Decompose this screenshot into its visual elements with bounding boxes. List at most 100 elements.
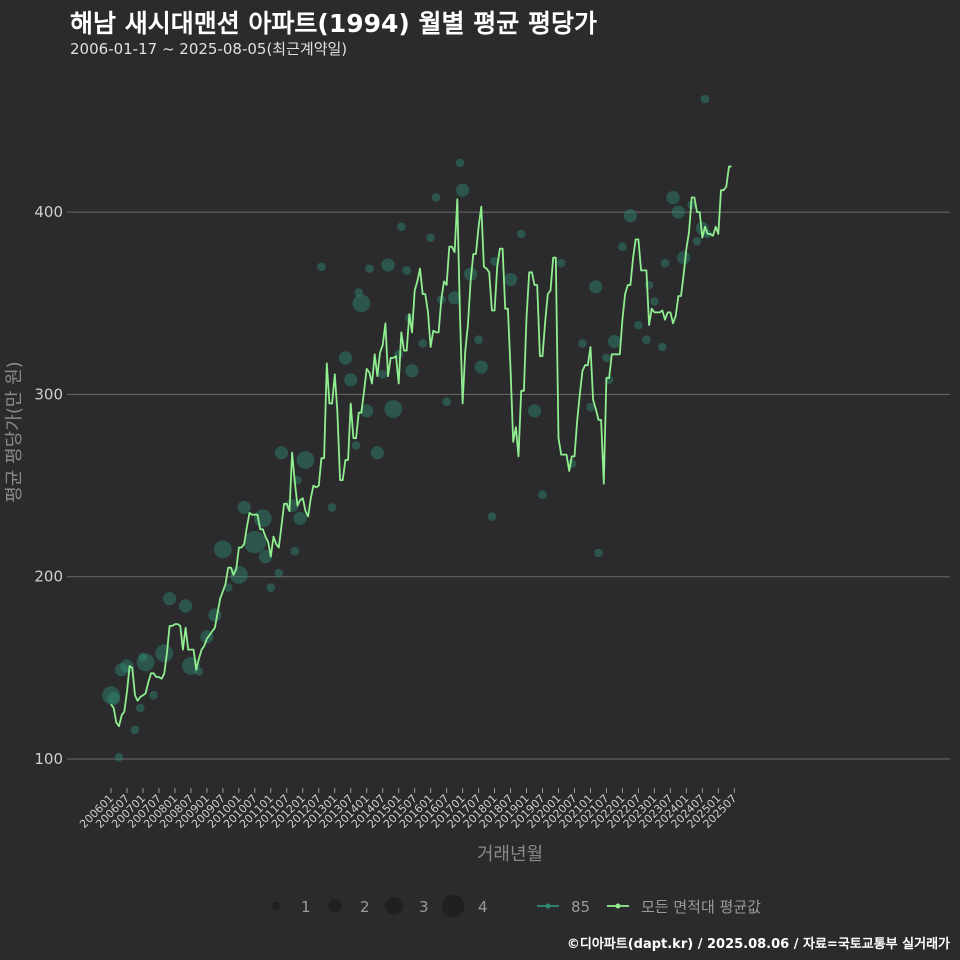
data-point <box>381 258 395 272</box>
chart-subtitle: 2006-01-17 ~ 2025-08-05(최근계약일) <box>70 40 348 58</box>
legend-size-circle <box>271 901 281 911</box>
data-point <box>338 351 353 365</box>
average-line <box>110 165 732 728</box>
data-point <box>474 335 483 345</box>
legend-size-label: 2 <box>360 898 370 916</box>
data-point <box>243 530 267 554</box>
legend-size-circle <box>385 897 403 915</box>
data-point <box>607 334 622 349</box>
source-caption: ©디아파트(dapt.kr) / 2025.08.06 / 자료=국토교통부 실… <box>566 937 950 952</box>
data-point <box>223 583 233 592</box>
legend-size-label: 3 <box>419 898 429 916</box>
legend-series-dot <box>615 903 621 909</box>
data-point <box>237 500 251 515</box>
data-point <box>644 280 654 290</box>
data-point <box>266 583 276 592</box>
data-point <box>660 258 670 268</box>
data-point <box>253 509 272 528</box>
data-point <box>351 441 361 450</box>
data-point <box>397 222 406 231</box>
data-point <box>623 209 638 223</box>
data-point <box>354 288 364 297</box>
data-point <box>293 511 307 525</box>
data-point <box>527 404 542 418</box>
data-point <box>402 266 411 275</box>
data-point <box>602 353 611 363</box>
data-point <box>274 568 284 578</box>
data-point <box>120 659 134 673</box>
data-point <box>258 550 273 564</box>
data-point <box>578 339 587 348</box>
data-point <box>102 686 120 705</box>
data-points-85 <box>102 94 712 762</box>
data-point <box>671 205 685 219</box>
data-point <box>418 339 427 348</box>
data-point <box>155 644 174 663</box>
data-point <box>650 297 659 306</box>
data-point <box>384 400 403 418</box>
data-point <box>487 512 497 521</box>
data-point <box>352 294 371 313</box>
data-point <box>442 397 451 406</box>
data-point <box>448 291 462 305</box>
data-point <box>692 236 702 246</box>
data-point <box>290 546 300 556</box>
data-point <box>642 335 651 345</box>
data-point <box>634 320 643 330</box>
data-point <box>431 193 441 202</box>
data-point <box>115 663 129 677</box>
data-point <box>618 242 627 252</box>
y-tick-labels: 100 200 300 400 <box>34 203 63 768</box>
y-tick-label: 400 <box>34 203 63 221</box>
data-point <box>426 233 435 242</box>
data-point <box>503 272 518 287</box>
legend-size-circle <box>441 894 465 918</box>
data-point <box>149 690 158 700</box>
data-point <box>700 94 710 104</box>
data-point <box>136 703 145 713</box>
legend-series-dot <box>545 903 551 909</box>
y-axis-label: 평균 평당가(만 원) <box>4 361 25 502</box>
legend-series-label: 모든 면적대 평균값 <box>641 898 761 916</box>
data-point <box>136 653 155 672</box>
data-point <box>658 342 667 352</box>
y-tick-label: 200 <box>34 568 63 586</box>
data-point <box>360 404 374 418</box>
data-point <box>327 503 337 512</box>
data-point <box>370 446 384 460</box>
data-point <box>586 402 595 412</box>
x-tick-labels: 2006012006072007012007072008012008072009… <box>77 788 739 831</box>
data-point <box>677 251 691 265</box>
data-point <box>556 258 566 268</box>
data-point <box>138 652 148 662</box>
data-point <box>274 446 289 460</box>
x-axis-label: 거래년월 <box>477 844 543 865</box>
data-point <box>516 229 526 239</box>
data-point <box>178 599 193 613</box>
data-point <box>163 591 177 606</box>
data-point <box>538 490 547 499</box>
chart-title: 해남 새시대맨션 아파트(1994) 월별 평균 평당가 <box>70 9 597 38</box>
data-point <box>455 158 465 168</box>
data-point <box>594 548 603 558</box>
data-point <box>213 540 232 559</box>
legend-size-label: 1 <box>301 898 311 916</box>
y-grid <box>67 211 950 760</box>
data-point <box>474 360 488 374</box>
legend-size-label: 4 <box>478 898 488 916</box>
average-line-group <box>110 165 732 728</box>
data-point <box>344 373 358 387</box>
data-point <box>378 370 387 379</box>
data-point <box>114 752 124 762</box>
data-point <box>107 692 121 706</box>
data-point <box>229 565 248 584</box>
y-tick-label: 100 <box>34 750 63 768</box>
data-point <box>130 725 140 735</box>
data-point <box>456 183 470 197</box>
legend-series-label: 85 <box>571 898 590 916</box>
data-point <box>666 190 680 205</box>
y-tick-label: 300 <box>34 385 63 403</box>
data-point <box>695 221 709 236</box>
data-point <box>208 608 222 622</box>
